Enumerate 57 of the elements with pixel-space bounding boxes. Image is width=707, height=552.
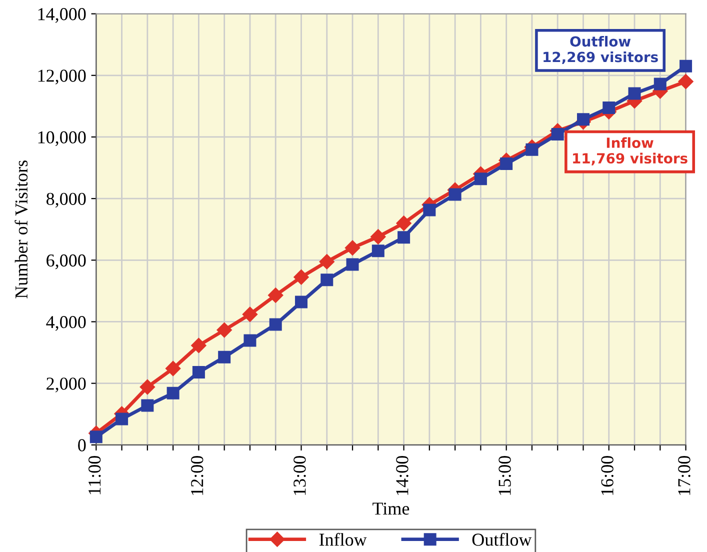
point <box>396 216 412 231</box>
point <box>116 412 128 426</box>
point <box>244 334 256 347</box>
legend-label: Outflow <box>472 532 532 546</box>
point <box>370 229 386 244</box>
y-tick-label: 14,000 <box>38 8 86 23</box>
y-tick-label: 0 <box>78 439 86 452</box>
point <box>90 430 102 444</box>
point <box>398 231 410 244</box>
point <box>654 78 666 90</box>
point <box>680 60 692 72</box>
x-tick-label: 11:00 <box>88 456 101 494</box>
annotation: Outflow 12,269 visitors <box>544 36 658 64</box>
x-tick-label: 14:00 <box>396 456 408 495</box>
legend-label: Inflow <box>319 532 367 546</box>
point <box>294 296 308 308</box>
point <box>423 204 436 216</box>
point <box>500 158 513 170</box>
point <box>320 274 334 286</box>
point <box>346 258 359 271</box>
x-tick-label: 12:00 <box>191 456 204 495</box>
y-tick-label: 10,000 <box>38 131 86 146</box>
y-tick-label: 4,000 <box>46 316 86 331</box>
x-tick-label: 16:00 <box>601 456 614 495</box>
point <box>269 318 282 331</box>
x-tick-label: 15:00 <box>498 456 511 495</box>
point <box>216 322 232 338</box>
point <box>319 254 334 270</box>
point <box>576 113 590 126</box>
point <box>191 338 206 354</box>
point <box>294 270 309 285</box>
point <box>372 244 384 258</box>
point <box>602 101 616 114</box>
point <box>268 288 284 303</box>
annotation: Inflow 11,769 visitors <box>573 137 688 166</box>
point <box>448 188 462 201</box>
point <box>192 366 205 378</box>
point <box>166 386 180 400</box>
y-tick-label: 2,000 <box>46 378 86 392</box>
y-tick-label: 8,000 <box>46 192 86 208</box>
point <box>628 87 641 100</box>
point <box>678 74 694 90</box>
point <box>141 399 154 412</box>
point <box>551 128 564 140</box>
point <box>218 350 231 364</box>
y-tick-label: 6,000 <box>46 254 86 270</box>
point <box>474 172 487 186</box>
x-tick-label: 13:00 <box>294 456 306 495</box>
point <box>140 379 155 395</box>
y-tick-label: 12,000 <box>38 70 86 84</box>
x-tick-label: 17:00 <box>678 456 690 495</box>
y-axis-title: Number of Visitors <box>14 160 28 298</box>
point <box>242 306 258 322</box>
point <box>165 360 181 376</box>
point <box>526 143 538 156</box>
point <box>344 240 360 256</box>
x-axis-title: Time <box>372 502 410 515</box>
